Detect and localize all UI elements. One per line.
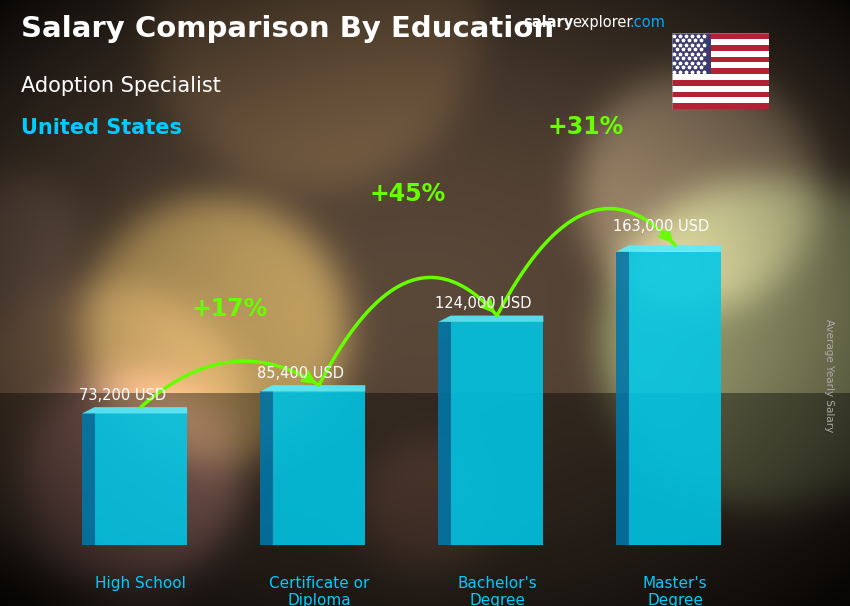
Text: Average Yearly Salary: Average Yearly Salary	[824, 319, 834, 432]
Text: explorer: explorer	[572, 15, 632, 30]
Bar	[672, 51, 769, 56]
Polygon shape	[260, 385, 366, 391]
Text: +31%: +31%	[548, 115, 624, 139]
Bar	[672, 56, 769, 62]
Text: 124,000 USD: 124,000 USD	[434, 296, 531, 311]
Polygon shape	[439, 316, 543, 322]
Text: salary: salary	[523, 15, 573, 30]
Text: 85,400 USD: 85,400 USD	[257, 365, 343, 381]
Bar	[672, 39, 769, 45]
Text: 73,200 USD: 73,200 USD	[78, 388, 166, 402]
Polygon shape	[616, 245, 722, 251]
Text: High School: High School	[95, 576, 186, 591]
Text: Adoption Specialist: Adoption Specialist	[21, 76, 221, 96]
Bar	[672, 68, 769, 74]
Bar	[672, 62, 769, 68]
Bar	[672, 98, 769, 103]
Text: .com: .com	[630, 15, 666, 30]
Bar	[260, 391, 273, 545]
Bar	[439, 322, 451, 545]
Bar	[629, 251, 722, 545]
Text: Salary Comparison By Education: Salary Comparison By Education	[21, 15, 554, 43]
Bar	[616, 251, 629, 545]
Polygon shape	[82, 407, 187, 413]
Bar	[273, 391, 366, 545]
Bar	[672, 74, 769, 80]
Bar	[672, 33, 711, 74]
Bar	[672, 92, 769, 98]
Text: 163,000 USD: 163,000 USD	[613, 219, 709, 233]
Text: United States: United States	[21, 118, 182, 138]
Bar	[672, 86, 769, 92]
Bar	[672, 33, 769, 39]
Text: Certificate or
Diploma: Certificate or Diploma	[269, 576, 369, 606]
Bar	[82, 413, 94, 545]
Bar	[94, 413, 187, 545]
Bar	[672, 103, 769, 109]
Bar	[672, 80, 769, 86]
Text: Master's
Degree: Master's Degree	[643, 576, 707, 606]
Bar	[672, 45, 769, 51]
Text: Bachelor's
Degree: Bachelor's Degree	[457, 576, 537, 606]
Text: +45%: +45%	[370, 182, 446, 206]
Text: +17%: +17%	[192, 297, 268, 321]
Bar	[450, 322, 543, 545]
